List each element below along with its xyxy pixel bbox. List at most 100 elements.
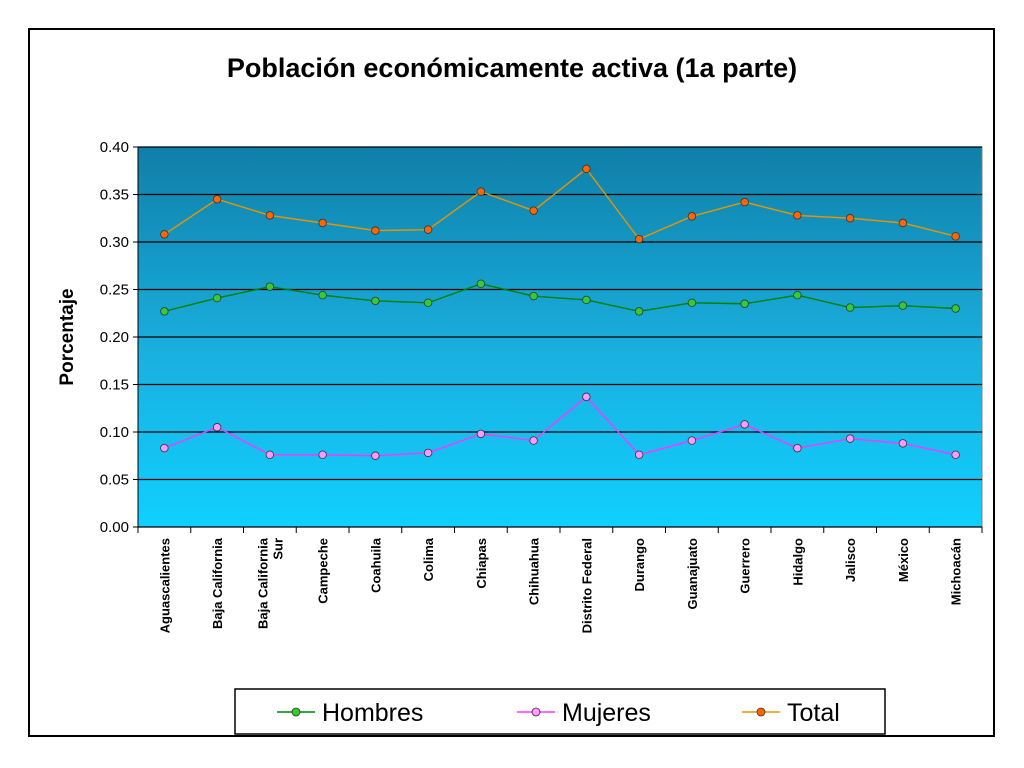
data-point-hombres <box>740 299 749 308</box>
data-point-mujeres <box>423 448 433 458</box>
y-tick-label: 0.20 <box>100 329 129 346</box>
data-point-total <box>212 195 222 204</box>
x-category-label: Aguascalientes <box>157 538 172 633</box>
data-point-total <box>318 218 327 228</box>
data-point-hombres <box>318 291 327 300</box>
data-point-hombres <box>634 307 644 316</box>
y-tick-label: 0.10 <box>100 424 129 441</box>
x-category-label: Baja California <box>210 537 225 629</box>
x-category-label-line: Baja California <box>255 537 270 629</box>
y-axis-label: Porcentaje <box>57 288 78 385</box>
x-category-label: Chihuahua <box>527 537 542 605</box>
data-point-total <box>898 218 908 228</box>
data-point-total <box>740 197 749 207</box>
y-tick-label: 0.05 <box>100 472 129 489</box>
y-tick-label: 0.00 <box>100 519 129 536</box>
data-point-mujeres <box>634 450 644 459</box>
data-point-mujeres <box>212 423 222 432</box>
x-category-label-line: Chiapas <box>474 538 489 589</box>
data-point-total <box>634 234 644 244</box>
x-category-label-line: Chihuahua <box>527 537 542 605</box>
legend-swatch-marker <box>756 707 766 717</box>
y-tick-labels: 0.00 0.05 0.10 0.15 0.20 0.25 0.30 0.35 0.40 <box>100 139 129 536</box>
legend-item-total: Total <box>742 699 840 727</box>
legend-item-hombres: Hombres <box>277 699 423 727</box>
x-category-label-line: Michoacán <box>949 538 964 605</box>
data-point-hombres <box>529 291 538 301</box>
x-category-label: Michoacán <box>949 538 964 605</box>
x-category-label: Jalisco <box>843 538 858 582</box>
data-point-mujeres <box>476 429 486 439</box>
series-points <box>160 164 960 460</box>
data-point-hombres <box>212 293 222 303</box>
legend-label: Hombres <box>322 699 423 727</box>
data-point-total <box>371 226 380 235</box>
x-category-label-line: Jalisco <box>843 538 858 582</box>
x-category-label: Hidalgo <box>790 538 805 586</box>
x-category-label-line: Distrito Federal <box>579 538 594 633</box>
data-point-mujeres <box>318 450 327 459</box>
gridlines <box>138 146 982 481</box>
series-lines <box>163 167 956 457</box>
data-point-hombres <box>845 303 855 312</box>
x-category-label-line: Sur <box>270 538 285 560</box>
x-category-label: Baja California Sur <box>255 537 285 629</box>
x-category-label-line: Colima <box>421 537 436 581</box>
data-point-hombres <box>160 307 169 316</box>
series-line-hombres <box>164 283 956 313</box>
data-point-total <box>845 214 855 223</box>
legend: Hombres Mujeres Total <box>234 688 886 735</box>
data-point-total <box>951 232 960 241</box>
data-point-mujeres <box>265 450 275 459</box>
x-category-label: Chiapas <box>474 538 489 589</box>
legend-label: Total <box>787 699 840 727</box>
x-category-label: Guerrero <box>738 538 753 594</box>
x-category-label-line: Campeche <box>316 538 331 604</box>
data-point-total <box>793 211 802 220</box>
x-category-label-line: Durango <box>632 538 647 592</box>
y-tick-label: 0.30 <box>100 234 129 251</box>
data-point-total <box>160 230 169 239</box>
legend-swatch-marker <box>291 707 301 717</box>
y-tick-label: 0.40 <box>100 139 129 156</box>
y-tick-label: 0.15 <box>100 377 129 394</box>
data-point-total <box>687 212 697 221</box>
data-point-total <box>476 187 486 196</box>
data-point-total <box>265 211 275 220</box>
data-point-mujeres <box>687 436 697 445</box>
axes <box>133 146 983 533</box>
x-category-label-line: Guanajuato <box>685 538 700 610</box>
x-category-label: Campeche <box>316 538 331 604</box>
x-category-label-line: Guerrero <box>738 538 753 594</box>
data-point-mujeres <box>529 436 538 445</box>
x-category-label: México <box>896 538 911 582</box>
data-point-hombres <box>423 298 433 307</box>
x-category-label-line: Aguascalientes <box>157 538 172 633</box>
data-point-hombres <box>951 304 960 313</box>
data-point-mujeres <box>793 443 802 453</box>
data-point-mujeres <box>740 420 749 429</box>
data-point-mujeres <box>582 392 591 402</box>
chart-title: Población económicamente activa (1a part… <box>226 53 798 83</box>
x-category-label: Distrito Federal <box>579 538 594 633</box>
legend-label: Mujeres <box>562 699 651 727</box>
data-point-mujeres <box>845 434 855 443</box>
data-point-hombres <box>371 296 380 306</box>
series-line-mujeres <box>164 395 956 457</box>
data-point-mujeres <box>371 451 380 460</box>
x-category-label-line: Coahuila <box>368 537 383 593</box>
data-point-hombres <box>476 279 486 288</box>
data-point-mujeres <box>160 443 169 453</box>
data-point-mujeres <box>898 439 908 448</box>
data-point-total <box>529 206 538 215</box>
x-category-label: Durango <box>632 538 647 592</box>
legend-item-mujeres: Mujeres <box>517 699 651 727</box>
data-point-hombres <box>793 291 802 300</box>
x-category-labels: Aguascalientes Baja California Baja Califo… <box>157 537 963 633</box>
x-category-label-line: Hidalgo <box>790 538 805 586</box>
x-category-label: Colima <box>421 537 436 581</box>
data-point-hombres <box>687 298 697 307</box>
data-point-total <box>582 164 591 174</box>
data-point-total <box>423 225 433 234</box>
